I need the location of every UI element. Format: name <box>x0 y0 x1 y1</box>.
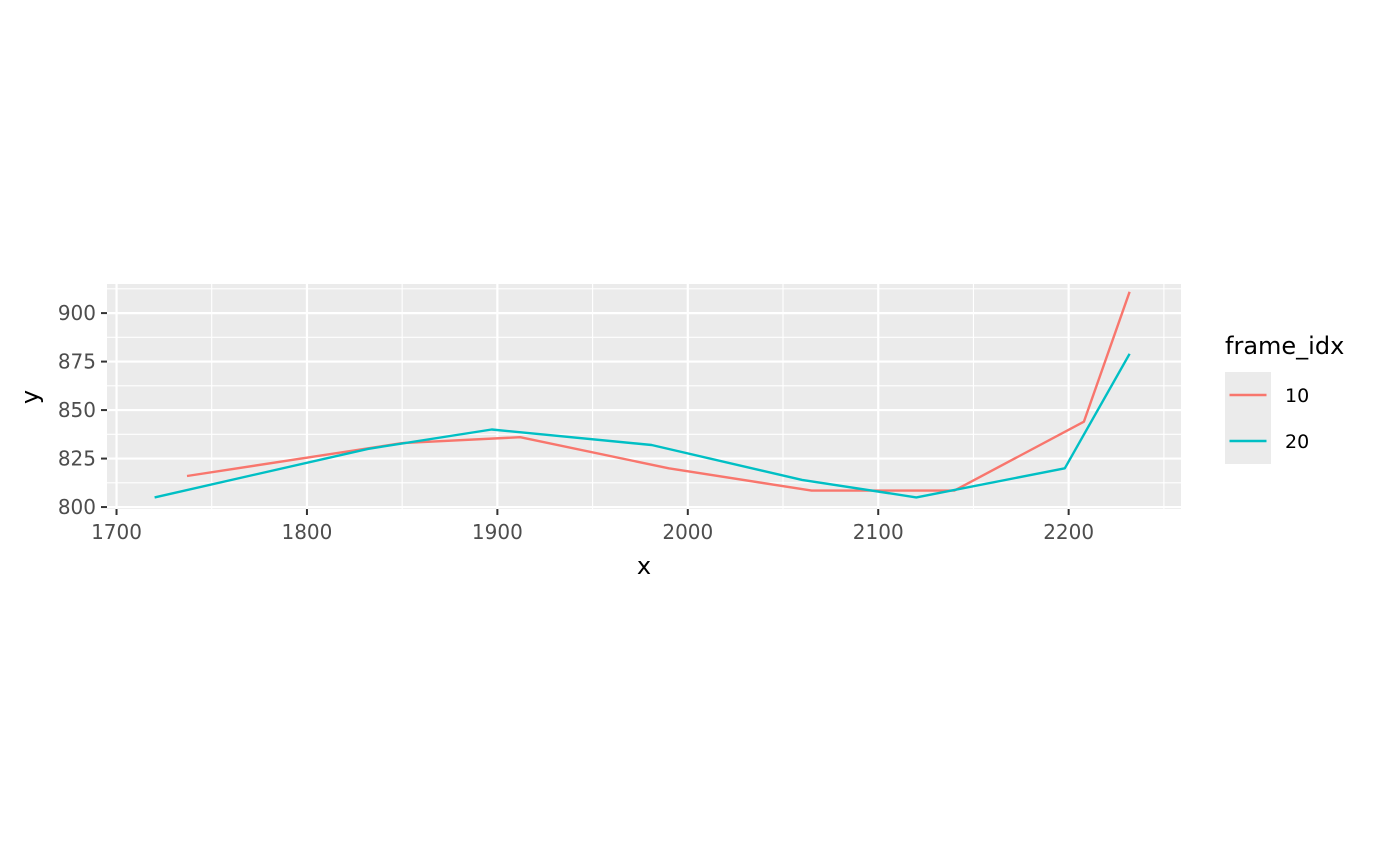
series-line-10 <box>186 291 1131 492</box>
x-axis: 1700 1800 1900 2000 2100 2200 <box>91 509 1094 544</box>
y-tick-label: 825 <box>58 447 96 471</box>
x-tick-label: 2200 <box>1043 520 1094 544</box>
x-tick-label: 1900 <box>472 520 523 544</box>
x-tick-label: 1800 <box>281 520 332 544</box>
legend-label-20: 20 <box>1285 431 1309 453</box>
y-tick-label: 875 <box>58 350 96 374</box>
y-axis: 800 825 850 875 900 <box>58 301 107 519</box>
legend: frame_idx 10 20 <box>1225 332 1344 464</box>
minor-grid <box>107 284 1181 509</box>
major-grid <box>107 284 1181 509</box>
y-axis-title: y <box>16 390 44 404</box>
y-tick-label: 900 <box>58 301 96 325</box>
y-tick-label: 850 <box>58 398 96 422</box>
series-lines <box>154 291 1131 499</box>
series-line-20 <box>154 353 1131 499</box>
x-axis-title: x <box>637 552 651 580</box>
panel-background <box>107 284 1181 509</box>
legend-label-10: 10 <box>1285 385 1309 407</box>
x-tick-label: 2100 <box>853 520 904 544</box>
y-tick-label: 800 <box>58 495 96 519</box>
x-tick-label: 1700 <box>91 520 142 544</box>
x-tick-label: 2000 <box>662 520 713 544</box>
legend-title: frame_idx <box>1225 332 1344 360</box>
